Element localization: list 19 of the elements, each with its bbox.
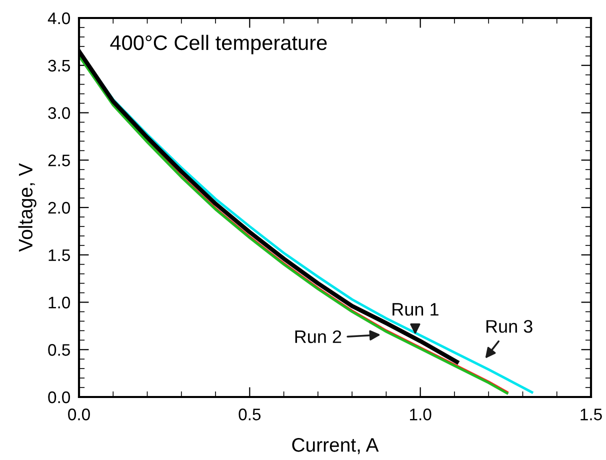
y-tick-label: 1.0 xyxy=(48,296,70,308)
annotation: Run 3 xyxy=(486,320,532,333)
annotation: Run 1 xyxy=(392,303,438,316)
x-axis-title: Current, A xyxy=(292,438,379,454)
annotation: Run 2 xyxy=(295,330,342,344)
y-axis-title: Voltage, V xyxy=(18,163,36,252)
y-tick-label: 4.0 xyxy=(48,12,70,24)
x-tick-label: 0.5 xyxy=(238,408,261,420)
x-tick-label: 1.5 xyxy=(580,408,602,420)
y-tick-label: 0.5 xyxy=(48,344,70,356)
y-tick-label: 0.0 xyxy=(48,391,70,404)
y-tick-label: 2.0 xyxy=(48,202,70,214)
y-tick-label: 2.5 xyxy=(48,154,70,166)
y-tick-label: 3.5 xyxy=(48,60,70,72)
y-tick-label: 3.0 xyxy=(48,107,70,119)
x-tick-label: 1.0 xyxy=(410,408,432,420)
y-tick-label: 1.5 xyxy=(48,249,70,262)
x-tick-label: 0.0 xyxy=(68,408,90,420)
text: 400°C Cell temperature xyxy=(110,34,327,54)
